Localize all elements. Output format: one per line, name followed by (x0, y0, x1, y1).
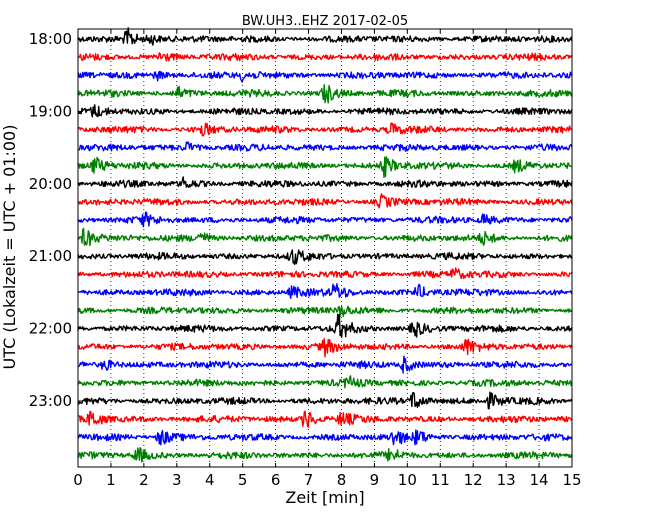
x-tick-label-8: 8 (337, 471, 347, 489)
trace-1830 (77, 70, 573, 83)
x-tick-label-3: 3 (172, 471, 182, 489)
trace-2315 (77, 410, 573, 428)
x-axis-label: Zeit [min] (285, 488, 364, 507)
y-tick-label-1800: 18:00 (29, 30, 72, 48)
trace-2200 (77, 313, 573, 338)
trace-2245 (77, 375, 573, 389)
traces-layer (77, 27, 573, 463)
y-tick-label-2000: 20:00 (29, 175, 72, 193)
axes-layer: 0 1 2 3 4 5 6 7 8 9 10 11 12 13 14 1518:0019:0020:0021:… (29, 28, 582, 489)
trace-1930 (77, 141, 573, 152)
x-tick-label-5: 5 (238, 471, 248, 489)
trace-2130 (77, 283, 573, 299)
trace-1845 (77, 84, 573, 104)
x-tick-label-9: 9 (370, 471, 380, 489)
trace-2045 (77, 227, 573, 247)
trace-2000 (77, 176, 573, 189)
plot-frame (77, 28, 573, 468)
y-tick-label-2300: 23:00 (29, 392, 72, 410)
trace-1945 (77, 156, 573, 179)
x-tick-label-4: 4 (205, 471, 215, 489)
trace-2100 (77, 249, 573, 266)
trace-2345 (77, 446, 573, 463)
x-tick-label-13: 13 (497, 471, 516, 489)
trace-1915 (77, 122, 573, 137)
x-tick-label-10: 10 (398, 471, 417, 489)
x-tick-label-12: 12 (464, 471, 483, 489)
trace-1800 (77, 27, 573, 46)
trace-2030 (77, 211, 573, 228)
trace-2145 (77, 305, 573, 318)
trace-1815 (77, 52, 573, 62)
trace-2330 (77, 429, 573, 446)
trace-2230 (77, 355, 573, 374)
chart-title: BW.UH3..EHZ 2017-02-05 (242, 14, 408, 29)
y-axis-label: UTC (Lokalzeit = UTC + 01:00) (0, 125, 19, 370)
x-tick-label-7: 7 (304, 471, 314, 489)
trace-2300 (77, 391, 573, 410)
x-tick-label-11: 11 (431, 471, 450, 489)
y-tick-label-1900: 19:00 (29, 102, 72, 120)
trace-2115 (77, 267, 573, 280)
trace-2015 (77, 193, 573, 209)
y-tick-label-2200: 22:00 (29, 320, 72, 338)
x-tick-label-1: 1 (106, 471, 116, 489)
y-tick-label-2100: 21:00 (29, 247, 72, 265)
x-tick-label-15: 15 (562, 471, 581, 489)
x-tick-label-0: 0 (73, 471, 83, 489)
x-tick-label-14: 14 (530, 471, 549, 489)
trace-1900 (77, 104, 573, 118)
trace-2215 (77, 337, 573, 358)
x-tick-label-6: 6 (271, 471, 281, 489)
x-tick-label-2: 2 (139, 471, 149, 489)
